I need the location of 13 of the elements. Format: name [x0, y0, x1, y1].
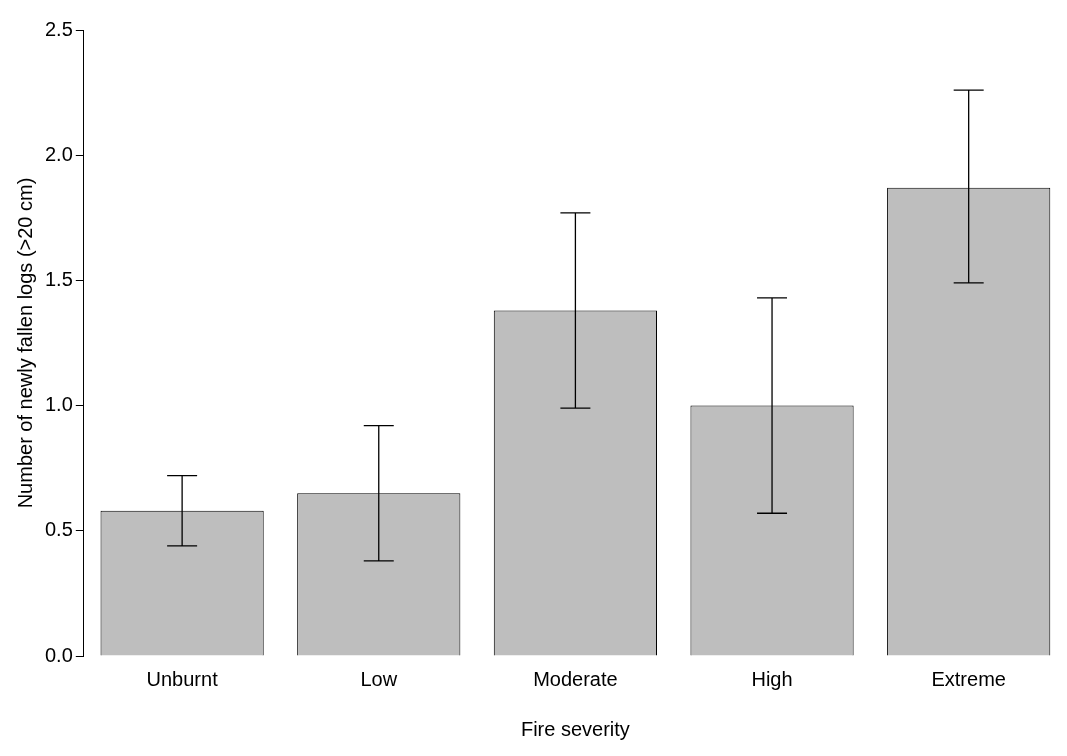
- y-tick-label: 2.0: [44, 142, 73, 165]
- x-tick-label: Unburnt: [146, 667, 219, 690]
- y-tick-label: 0.5: [44, 518, 73, 541]
- y-tick-label: 2.5: [44, 17, 73, 40]
- y-tick-label: 1.0: [44, 393, 73, 416]
- y-axis-title: Number of newly fallen logs (>20 cm): [13, 177, 36, 509]
- x-tick-label: Extreme: [931, 667, 1006, 690]
- x-tick-label: Moderate: [533, 667, 618, 690]
- y-tick-label: 1.5: [44, 267, 73, 290]
- x-tick-label: Low: [360, 667, 398, 690]
- x-tick-label: High: [751, 667, 793, 690]
- x-axis-title: Fire severity: [520, 717, 630, 740]
- y-tick-label: 0.0: [44, 643, 73, 666]
